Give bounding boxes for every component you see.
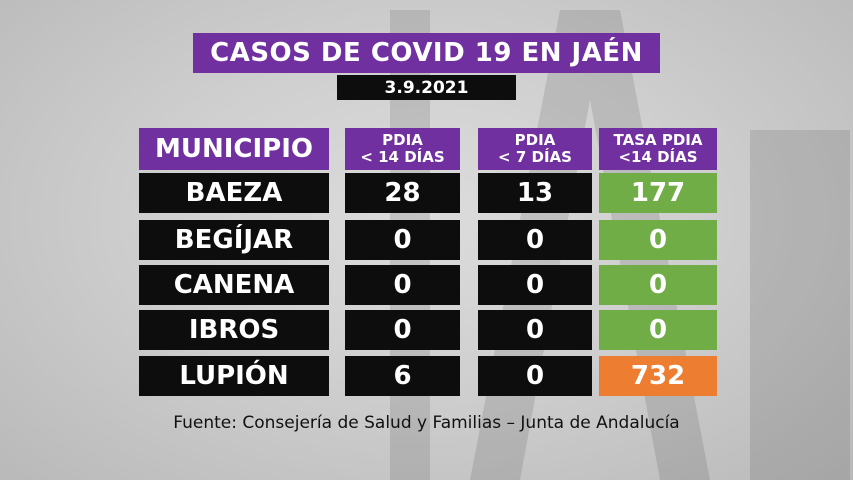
- header-pdia-7-line1: PDIA: [514, 131, 556, 149]
- header-pdia-14-line2: < 14 DÍAS: [360, 148, 445, 166]
- header-pdia-14: PDIA < 14 DÍAS: [345, 128, 460, 170]
- row-tasa-begijar: 0: [599, 220, 717, 260]
- row-pdia7-lupion: 0: [478, 356, 592, 396]
- row-pdia14-lupion: 6: [345, 356, 460, 396]
- row-pdia14-ibros: 0: [345, 310, 460, 350]
- row-pdia14-canena: 0: [345, 265, 460, 305]
- header-pdia-7: PDIA < 7 DÍAS: [478, 128, 592, 170]
- row-tasa-baeza: 177: [599, 173, 717, 213]
- header-municipio: MUNICIPIO: [139, 128, 329, 170]
- row-pdia7-ibros: 0: [478, 310, 592, 350]
- header-tasa-line1: TASA PDIA: [613, 131, 703, 149]
- header-tasa-pdia: TASA PDIA <14 DÍAS: [599, 128, 717, 170]
- header-tasa-line2: <14 DÍAS: [618, 148, 698, 166]
- row-tasa-lupion: 732: [599, 356, 717, 396]
- row-municipio-lupion: LUPIÓN: [139, 356, 329, 396]
- row-municipio-baeza: BAEZA: [139, 173, 329, 213]
- row-tasa-ibros: 0: [599, 310, 717, 350]
- row-pdia7-canena: 0: [478, 265, 592, 305]
- row-pdia7-begijar: 0: [478, 220, 592, 260]
- row-municipio-ibros: IBROS: [139, 310, 329, 350]
- header-pdia-7-line2: < 7 DÍAS: [498, 148, 572, 166]
- page-title: CASOS DE COVID 19 EN JAÉN: [193, 33, 660, 73]
- source-caption: Fuente: Consejería de Salud y Familias –…: [173, 413, 680, 433]
- row-pdia7-baeza: 13: [478, 173, 592, 213]
- row-pdia14-begijar: 0: [345, 220, 460, 260]
- row-pdia14-baeza: 28: [345, 173, 460, 213]
- row-municipio-canena: CANENA: [139, 265, 329, 305]
- row-tasa-canena: 0: [599, 265, 717, 305]
- row-municipio-begijar: BEGÍJAR: [139, 220, 329, 260]
- date-label: 3.9.2021: [337, 75, 516, 100]
- header-pdia-14-line1: PDIA: [382, 131, 423, 149]
